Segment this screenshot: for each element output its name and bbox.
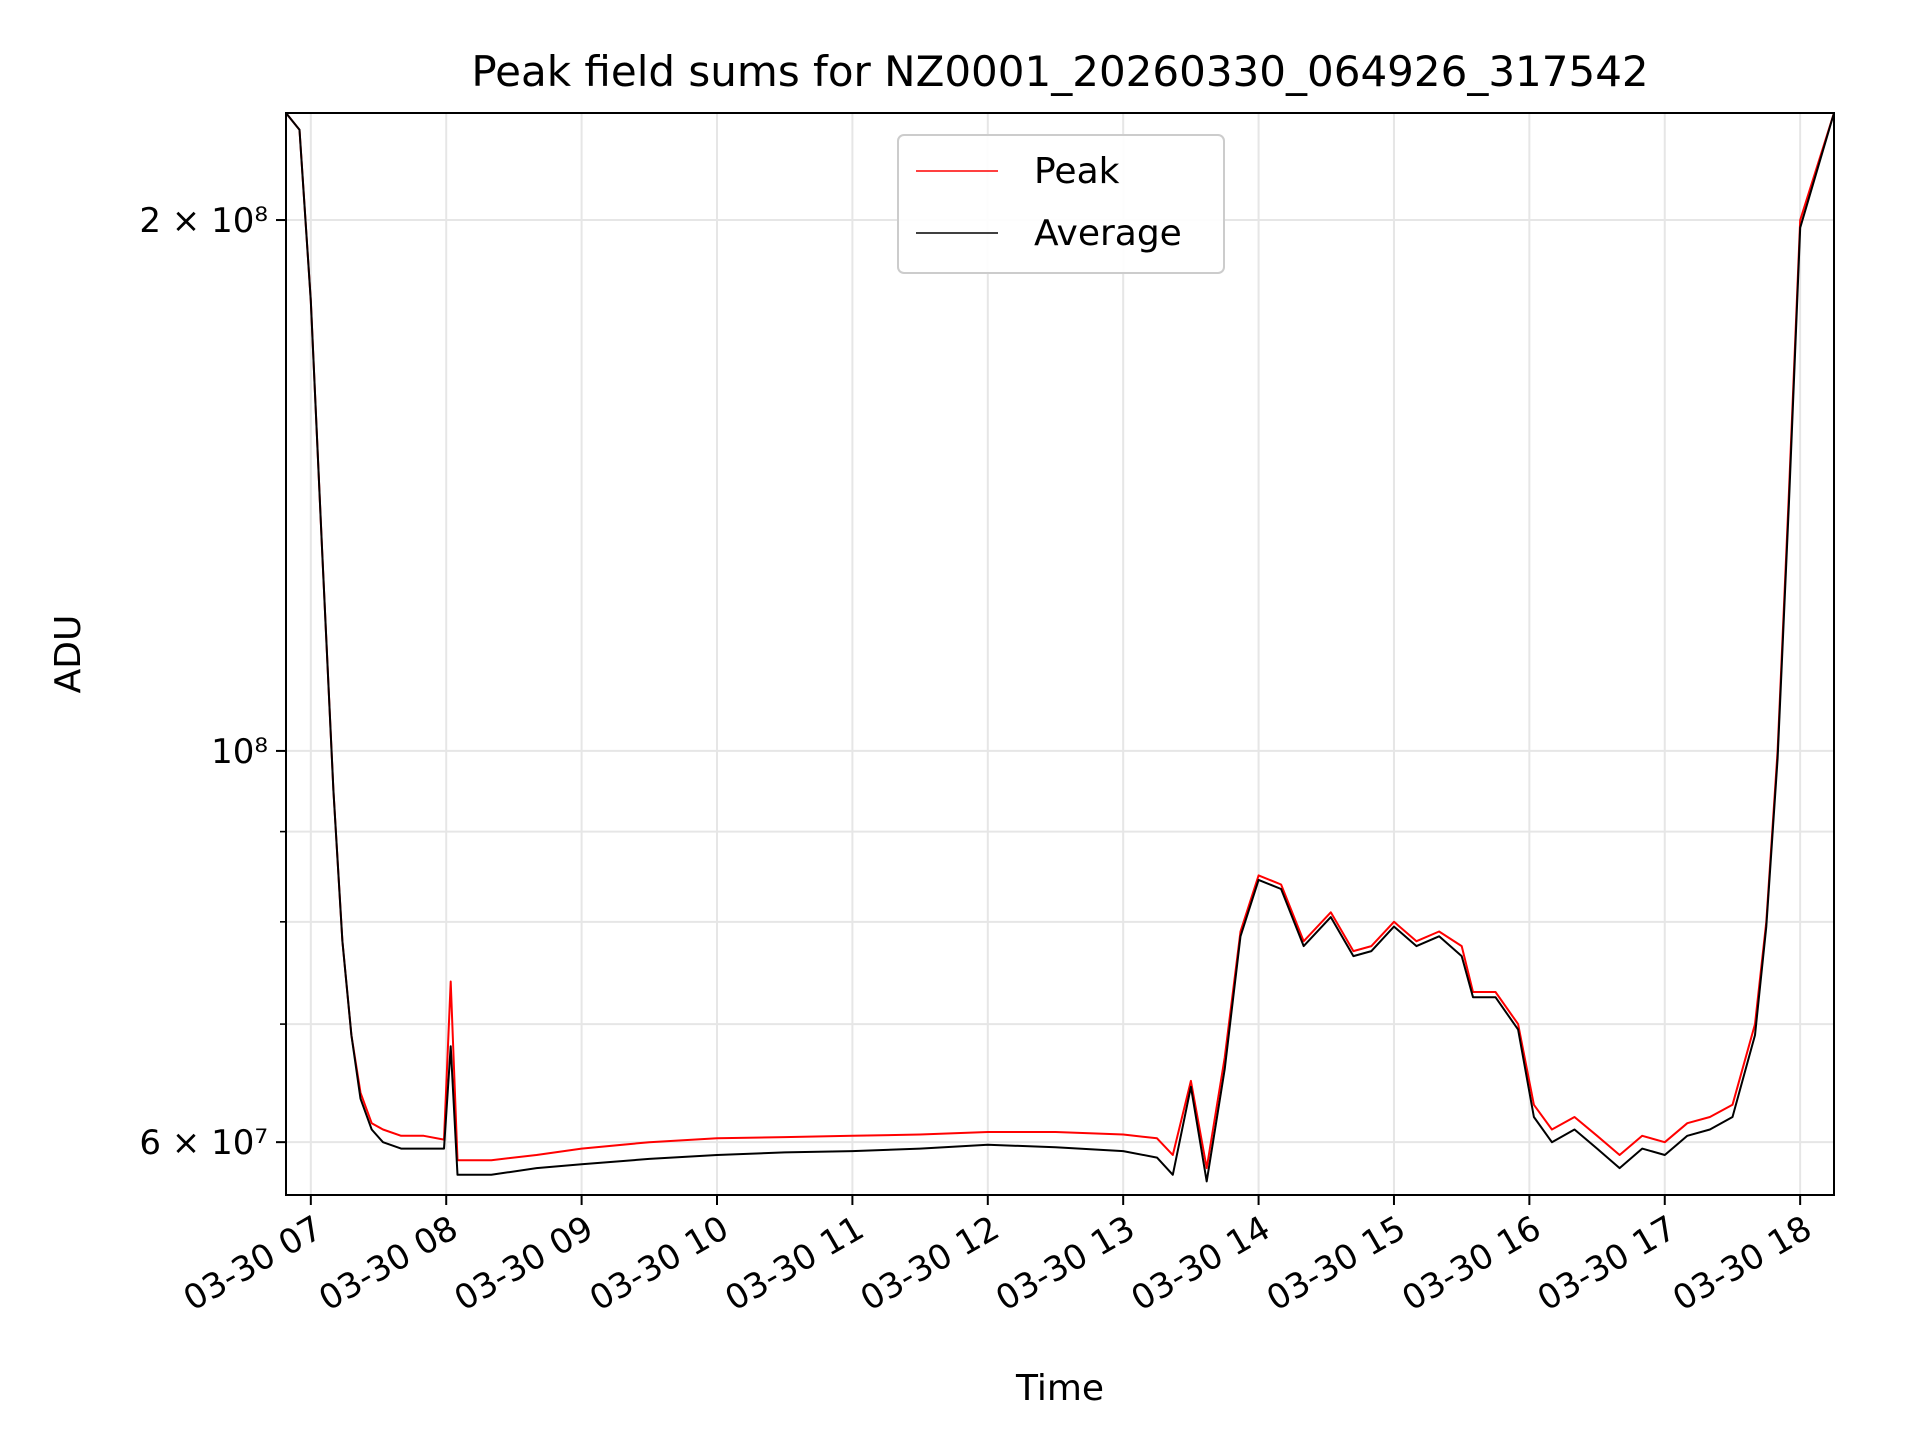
x-tick-label: 03-30 16 <box>1395 1208 1547 1319</box>
y-axis-label: ADU <box>48 615 89 694</box>
legend-box <box>897 134 1225 274</box>
y-tick-label: 10⁸ <box>211 732 268 772</box>
x-tick-label: 03-30 09 <box>448 1208 600 1319</box>
x-tick-label: 03-30 12 <box>854 1208 1006 1319</box>
legend-label-peak: Peak <box>1034 151 1120 192</box>
y-tick-label: 2 × 10⁸ <box>139 201 268 241</box>
x-tick-label: 03-30 10 <box>583 1208 735 1319</box>
series-line-average <box>286 113 1834 1183</box>
x-tick-label: 03-30 18 <box>1666 1208 1818 1319</box>
chart-title: Peak field sums for NZ0001_20260330_0649… <box>471 47 1648 96</box>
y-tick-label: 6 × 10⁷ <box>139 1123 268 1163</box>
x-tick-label: 03-30 13 <box>989 1208 1141 1319</box>
grid-layer <box>286 113 1834 1195</box>
legend-label-average: Average <box>1034 213 1182 254</box>
x-tick-label: 03-30 15 <box>1260 1208 1412 1319</box>
legend: Peak Average <box>897 134 1225 274</box>
x-tick-label: 03-30 08 <box>312 1208 464 1319</box>
x-tick-label: 03-30 17 <box>1531 1208 1683 1319</box>
y-axis-ticks: 6 × 10⁷ 10⁸ 2 × 10⁸ <box>139 201 286 1163</box>
x-tick-label: 03-30 14 <box>1125 1208 1277 1319</box>
x-axis-label: Time <box>1015 1368 1104 1409</box>
x-tick-label: 03-30 07 <box>177 1208 329 1319</box>
plot-frame <box>285 112 1835 1196</box>
x-tick-label: 03-30 11 <box>719 1208 871 1319</box>
series-layer <box>286 113 1834 1183</box>
series-line-peak <box>286 113 1834 1170</box>
